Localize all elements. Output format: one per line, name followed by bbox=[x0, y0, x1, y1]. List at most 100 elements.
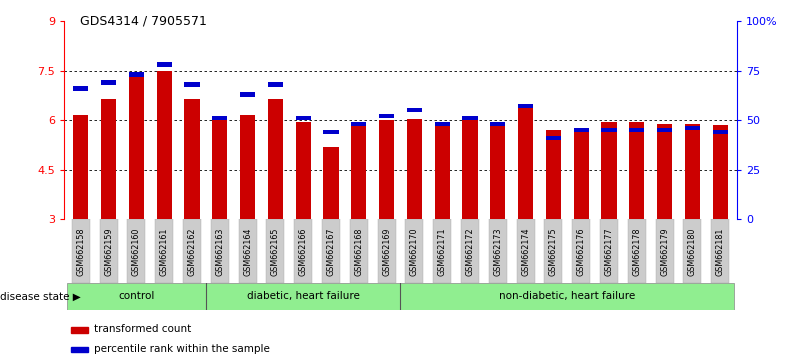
Bar bbox=[405, 219, 424, 283]
Bar bbox=[324, 147, 339, 219]
Text: GSM662172: GSM662172 bbox=[465, 227, 474, 276]
Bar bbox=[129, 76, 144, 219]
Text: GSM662167: GSM662167 bbox=[327, 227, 336, 276]
Text: GDS4314 / 7905571: GDS4314 / 7905571 bbox=[80, 14, 207, 27]
Bar bbox=[183, 219, 201, 283]
Bar bbox=[351, 122, 366, 126]
Bar bbox=[70, 347, 87, 353]
Bar bbox=[655, 219, 674, 283]
Bar bbox=[156, 62, 172, 67]
Text: GSM662169: GSM662169 bbox=[382, 227, 391, 276]
Text: GSM662178: GSM662178 bbox=[632, 227, 642, 276]
Bar bbox=[435, 122, 450, 126]
Text: transformed count: transformed count bbox=[95, 324, 191, 335]
Text: GSM662166: GSM662166 bbox=[299, 227, 308, 275]
Bar bbox=[377, 219, 396, 283]
Text: GSM662170: GSM662170 bbox=[410, 227, 419, 276]
Text: diabetic, heart failure: diabetic, heart failure bbox=[247, 291, 360, 302]
Bar bbox=[462, 120, 477, 219]
Bar bbox=[572, 219, 590, 283]
Bar bbox=[156, 71, 172, 219]
Bar bbox=[129, 72, 144, 77]
Text: GSM662168: GSM662168 bbox=[354, 227, 364, 275]
Bar bbox=[379, 114, 394, 118]
Bar bbox=[602, 122, 617, 219]
Bar bbox=[600, 219, 618, 283]
Bar bbox=[407, 108, 422, 113]
Bar bbox=[296, 122, 311, 219]
Bar bbox=[267, 219, 284, 283]
Bar bbox=[490, 122, 505, 219]
Bar bbox=[324, 130, 339, 134]
Bar bbox=[602, 128, 617, 132]
Bar bbox=[433, 219, 451, 283]
Bar bbox=[239, 219, 256, 283]
Bar bbox=[70, 327, 87, 333]
Bar bbox=[628, 219, 646, 283]
Bar bbox=[294, 219, 312, 283]
Bar bbox=[629, 122, 645, 219]
Text: GSM662177: GSM662177 bbox=[605, 227, 614, 276]
Bar bbox=[351, 122, 366, 219]
Text: GSM662173: GSM662173 bbox=[493, 227, 502, 276]
Bar bbox=[350, 219, 368, 283]
Bar bbox=[461, 219, 479, 283]
Bar bbox=[518, 104, 533, 108]
Bar bbox=[240, 92, 256, 97]
Bar bbox=[212, 116, 227, 120]
Bar bbox=[184, 82, 199, 87]
Text: GSM662176: GSM662176 bbox=[577, 227, 586, 276]
Bar bbox=[268, 99, 283, 219]
Bar bbox=[713, 130, 728, 134]
Text: GSM662171: GSM662171 bbox=[437, 227, 447, 276]
Bar bbox=[184, 99, 199, 219]
Bar bbox=[407, 119, 422, 219]
Text: GSM662179: GSM662179 bbox=[660, 227, 669, 276]
Bar bbox=[490, 122, 505, 126]
Bar bbox=[212, 120, 227, 219]
Bar bbox=[545, 219, 562, 283]
Bar bbox=[545, 136, 561, 140]
Bar bbox=[240, 115, 256, 219]
Bar bbox=[713, 125, 728, 219]
Bar bbox=[322, 219, 340, 283]
Bar bbox=[683, 219, 702, 283]
Text: disease state ▶: disease state ▶ bbox=[0, 291, 81, 302]
Text: control: control bbox=[119, 291, 155, 302]
Bar bbox=[99, 219, 118, 283]
Bar bbox=[72, 219, 90, 283]
Text: non-diabetic, heart failure: non-diabetic, heart failure bbox=[499, 291, 635, 302]
Bar bbox=[155, 219, 173, 283]
Text: GSM662175: GSM662175 bbox=[549, 227, 558, 276]
Bar bbox=[657, 128, 672, 132]
Text: GSM662160: GSM662160 bbox=[132, 227, 141, 275]
Bar bbox=[127, 219, 146, 283]
Bar bbox=[489, 219, 507, 283]
Text: GSM662180: GSM662180 bbox=[688, 227, 697, 275]
Text: GSM662158: GSM662158 bbox=[76, 227, 85, 276]
Text: percentile rank within the sample: percentile rank within the sample bbox=[95, 344, 270, 354]
Bar bbox=[711, 219, 729, 283]
Text: GSM662159: GSM662159 bbox=[104, 227, 113, 276]
Text: GSM662181: GSM662181 bbox=[716, 227, 725, 275]
Text: GSM662163: GSM662163 bbox=[215, 227, 224, 275]
Bar bbox=[73, 86, 88, 91]
Bar bbox=[101, 99, 116, 219]
Bar bbox=[211, 219, 229, 283]
Bar bbox=[73, 115, 88, 219]
Text: GSM662174: GSM662174 bbox=[521, 227, 530, 276]
Text: GSM662162: GSM662162 bbox=[187, 227, 196, 276]
Bar bbox=[296, 116, 311, 120]
Bar bbox=[574, 128, 589, 132]
Bar bbox=[685, 124, 700, 219]
Bar bbox=[574, 130, 589, 219]
Bar bbox=[101, 80, 116, 85]
Bar bbox=[379, 120, 394, 219]
Text: GSM662164: GSM662164 bbox=[243, 227, 252, 275]
Bar bbox=[685, 126, 700, 130]
Bar bbox=[462, 116, 477, 120]
Bar bbox=[435, 122, 450, 219]
Text: GSM662161: GSM662161 bbox=[159, 227, 169, 275]
Bar bbox=[657, 124, 672, 219]
Text: GSM662165: GSM662165 bbox=[271, 227, 280, 276]
